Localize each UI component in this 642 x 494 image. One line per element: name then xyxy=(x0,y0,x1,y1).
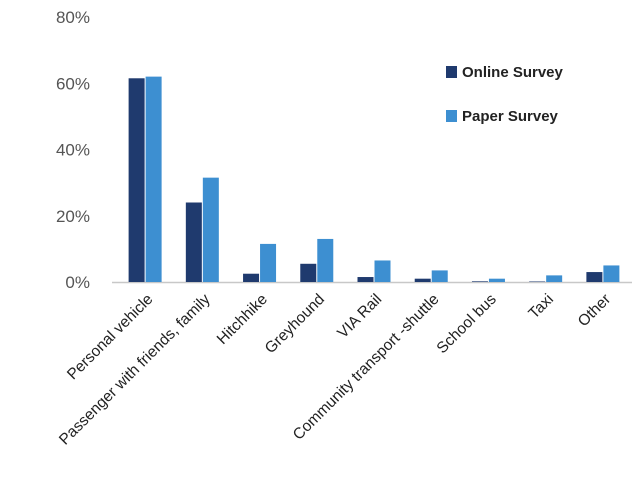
x-tick-label: VIA Rail xyxy=(334,291,385,342)
bar-paper-3 xyxy=(317,238,334,282)
bar-paper-2 xyxy=(260,243,277,282)
y-tick-label: 40% xyxy=(56,141,90,160)
bar-online-8 xyxy=(586,272,603,282)
bar-online-1 xyxy=(185,202,202,282)
bar-online-3 xyxy=(300,263,317,282)
x-tick-label: School bus xyxy=(434,291,500,357)
bar-online-7 xyxy=(529,281,546,282)
bar-online-4 xyxy=(357,277,374,282)
legend-label-online: Online Survey xyxy=(462,64,564,81)
bar-online-6 xyxy=(471,281,488,282)
y-tick-label: 20% xyxy=(56,207,90,226)
bar-paper-0 xyxy=(145,76,162,282)
bars-group xyxy=(128,76,620,282)
bar-online-5 xyxy=(414,278,431,282)
y-tick-label: 60% xyxy=(56,74,90,93)
y-tick-label: 0% xyxy=(65,273,90,292)
legend-swatch-paper xyxy=(446,110,457,122)
legend-swatch-online xyxy=(446,66,457,78)
bar-paper-6 xyxy=(488,278,505,282)
bar-paper-4 xyxy=(374,260,391,282)
bar-paper-5 xyxy=(431,270,448,282)
y-axis: 0% 20% 40% 60% 80% xyxy=(56,8,90,292)
bar-online-2 xyxy=(243,273,260,282)
bar-paper-7 xyxy=(546,275,563,282)
y-tick-label: 80% xyxy=(56,8,90,27)
bar-online-0 xyxy=(128,78,145,282)
bar-paper-8 xyxy=(603,265,620,282)
x-tick-label: Taxi xyxy=(525,291,557,323)
legend-label-paper: Paper Survey xyxy=(462,108,559,125)
legend: Online Survey Paper Survey xyxy=(446,64,564,125)
x-tick-label: Greyhound xyxy=(262,291,328,357)
x-tick-label: Hitchhike xyxy=(214,291,271,348)
x-tick-label: Other xyxy=(575,291,614,330)
bar-paper-1 xyxy=(202,177,219,282)
